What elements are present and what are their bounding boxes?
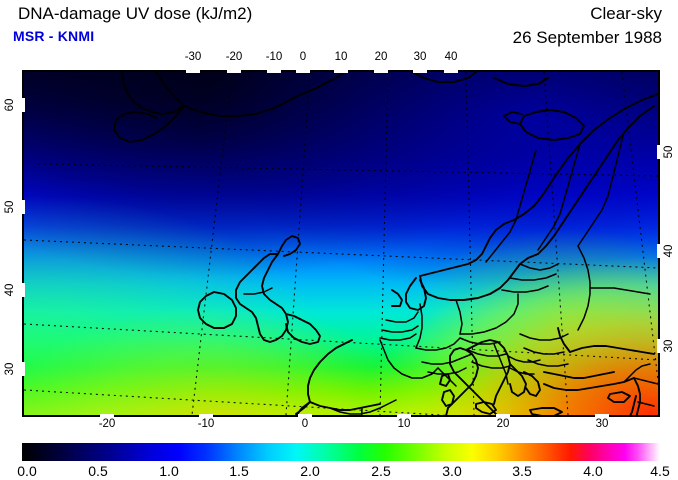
left-tick-mark — [21, 98, 25, 112]
institute-label: MSR - KNMI — [13, 28, 95, 44]
colorbar-tick-label: 0.5 — [88, 463, 108, 479]
bottom-tick-mark — [595, 414, 609, 418]
top-tick-label: 30 — [413, 51, 427, 63]
coastlines — [113, 72, 658, 415]
colorbar-tick-label: 3.0 — [442, 463, 462, 479]
bottom-tick-label: 20 — [496, 418, 510, 430]
right-tick-mark — [657, 339, 661, 353]
colorbar-gradient — [22, 443, 660, 461]
colorbar-tick-label: 1.0 — [159, 463, 179, 479]
top-tick-label: -20 — [225, 51, 243, 63]
colorbar-tick-label: 0.0 — [17, 463, 37, 479]
top-tick-label: 20 — [374, 51, 388, 63]
right-tick-label: 50 — [663, 145, 676, 159]
left-tick-label: 50 — [3, 200, 16, 214]
country-borders — [243, 131, 658, 415]
top-tick-label: -30 — [184, 51, 202, 63]
top-tick-mark — [413, 69, 427, 73]
right-tick-mark — [657, 145, 661, 159]
bottom-tick-label: -10 — [197, 418, 215, 430]
top-tick-mark — [296, 69, 310, 73]
top-tick-mark — [186, 69, 200, 73]
right-tick-mark — [657, 244, 661, 258]
right-tick-label: 40 — [663, 244, 676, 258]
colorbar-tick-label: 2.0 — [300, 463, 320, 479]
top-tick-mark — [334, 69, 348, 73]
left-tick-label: 60 — [3, 98, 16, 112]
colorbar-tick-label: 2.5 — [371, 463, 391, 479]
map-svg: .coast{fill:none;stroke:#000;stroke-widt… — [24, 72, 658, 415]
colorbar — [22, 443, 660, 461]
top-tick-label: 40 — [444, 51, 458, 63]
left-tick-label: 30 — [3, 362, 16, 376]
bottom-tick-mark — [100, 414, 114, 418]
top-tick-mark — [374, 69, 388, 73]
uv-dose-field — [24, 72, 658, 415]
sky-condition-label: Clear-sky — [590, 4, 662, 23]
top-tick-label: 10 — [334, 51, 348, 63]
left-tick-mark — [21, 362, 25, 376]
bottom-tick-mark — [298, 414, 312, 418]
colorbar-tick-label: 1.5 — [229, 463, 249, 479]
bottom-tick-label: -20 — [98, 418, 116, 430]
colorbar-tick-label: 3.5 — [512, 463, 532, 479]
top-tick-mark — [267, 69, 281, 73]
bottom-tick-mark — [496, 414, 510, 418]
map-plot-area: .coast{fill:none;stroke:#000;stroke-widt… — [22, 70, 660, 417]
top-tick-mark — [227, 69, 241, 73]
left-tick-label: 40 — [3, 283, 16, 297]
date-label: 26 September 1988 — [512, 28, 662, 47]
top-tick-label: -10 — [265, 51, 283, 63]
bottom-tick-label: 30 — [595, 418, 609, 430]
colorbar-tick-label: 4.5 — [650, 463, 670, 479]
top-tick-mark — [444, 69, 458, 73]
bottom-tick-mark — [199, 414, 213, 418]
bottom-tick-label: 10 — [397, 418, 411, 430]
bottom-tick-label: 0 — [301, 418, 309, 430]
right-tick-label: 30 — [663, 339, 676, 353]
colorbar-tick-label: 4.0 — [583, 463, 603, 479]
top-tick-label: 0 — [299, 51, 307, 63]
left-tick-mark — [21, 200, 25, 214]
page-title: DNA-damage UV dose (kJ/m2) — [18, 4, 253, 23]
left-tick-mark — [21, 283, 25, 297]
bottom-tick-mark — [397, 414, 411, 418]
